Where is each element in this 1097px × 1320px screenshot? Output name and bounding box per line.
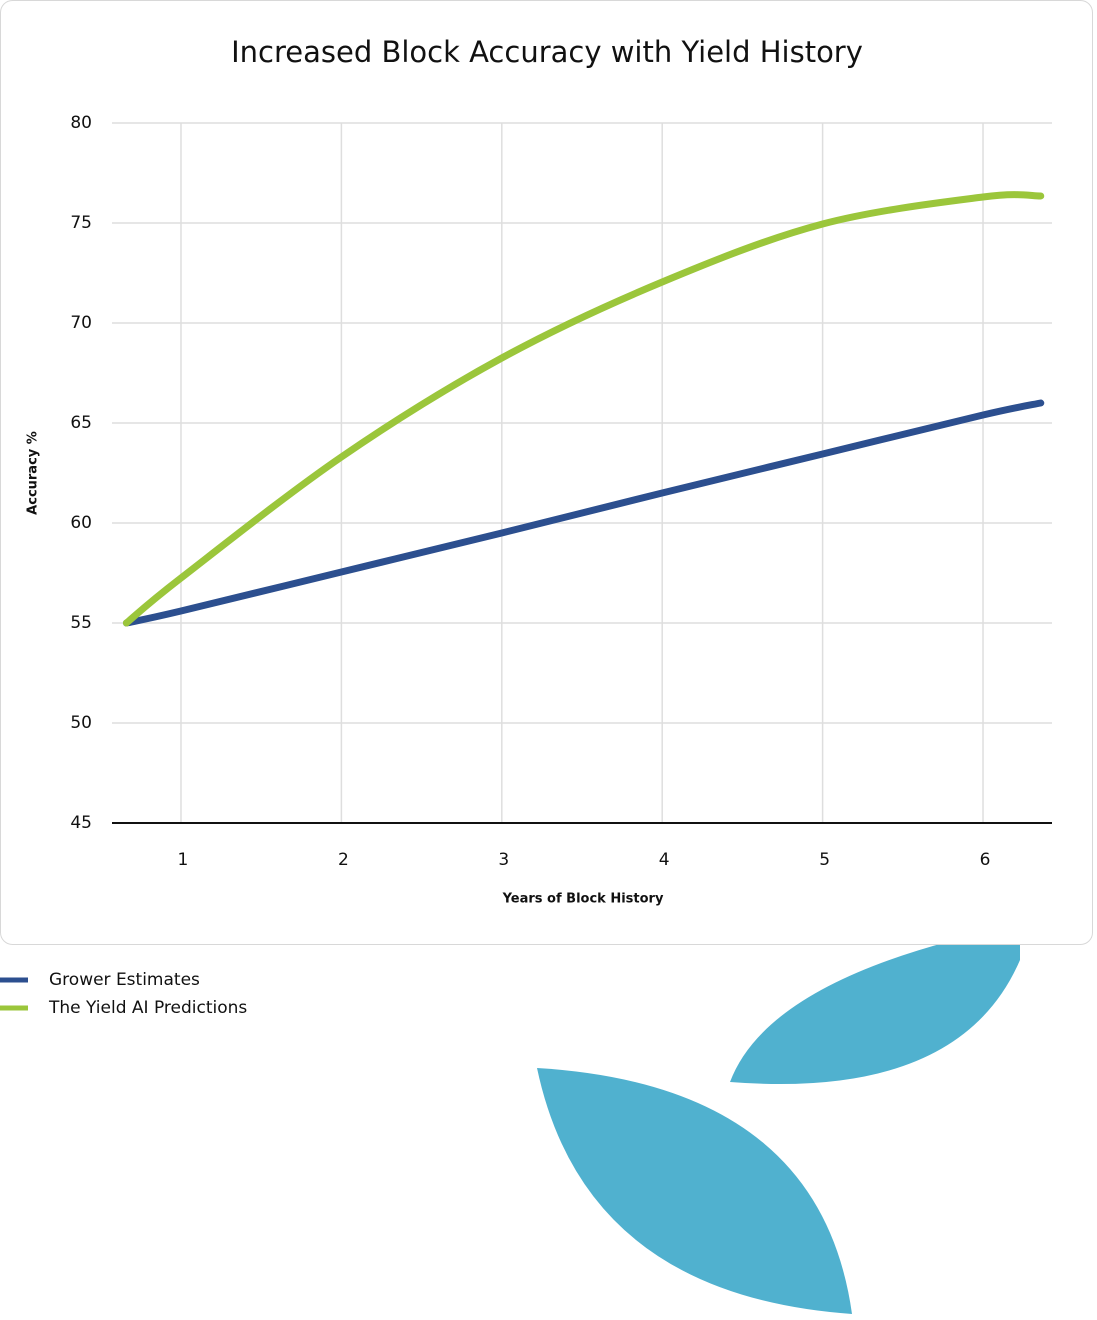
y-tick-label: 50 <box>70 713 92 733</box>
x-axis-label: Years of Block History <box>502 892 664 907</box>
chart-title: Increased Block Accuracy with Yield Hist… <box>231 35 863 69</box>
x-tick-label: 2 <box>338 850 349 870</box>
y-tick-label: 70 <box>70 313 92 333</box>
y-tick-label: 60 <box>70 513 92 533</box>
y-axis-label: Accuracy % <box>26 431 41 515</box>
chart-card <box>0 0 1093 945</box>
y-tick-label: 45 <box>70 813 92 833</box>
y-tick-label: 75 <box>70 213 92 233</box>
x-tick-label: 4 <box>659 850 670 870</box>
legend-label: The Yield AI Predictions <box>48 998 247 1018</box>
y-tick-label: 65 <box>70 413 92 433</box>
leaf-decoration <box>730 925 1020 1085</box>
x-tick-label: 6 <box>980 850 991 870</box>
x-tick-label: 1 <box>178 850 189 870</box>
series-line <box>122 191 1045 627</box>
y-tick-label: 55 <box>70 613 92 633</box>
leaf-decoration <box>537 1068 852 1314</box>
series-line <box>122 399 1045 627</box>
x-tick-label: 3 <box>498 850 509 870</box>
legend-label: Grower Estimates <box>49 970 200 990</box>
x-tick-label: 5 <box>819 850 830 870</box>
y-tick-label: 80 <box>70 113 92 133</box>
